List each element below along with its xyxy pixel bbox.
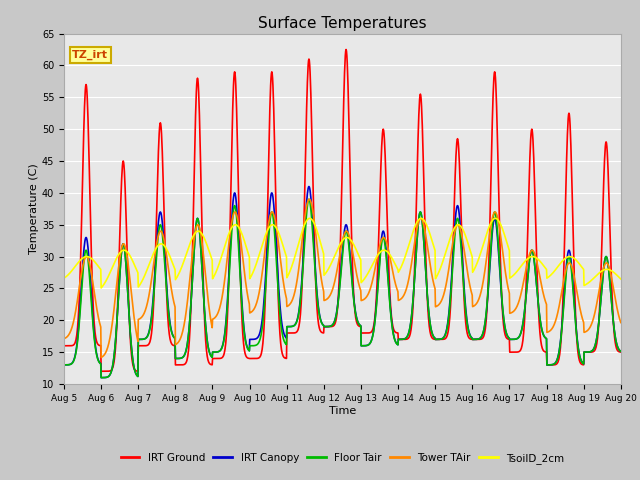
- TsoilD_2cm: [617, 276, 625, 282]
- Floor Tair: [552, 360, 559, 366]
- Floor Tair: [60, 362, 68, 368]
- IRT Ground: [184, 350, 192, 356]
- Tower TAir: [246, 310, 254, 315]
- Text: TZ_irt: TZ_irt: [72, 50, 108, 60]
- Floor Tair: [305, 196, 313, 202]
- Line: IRT Ground: IRT Ground: [64, 49, 621, 371]
- TsoilD_2cm: [502, 238, 510, 243]
- TsoilD_2cm: [60, 276, 68, 281]
- IRT Canopy: [60, 362, 68, 368]
- Legend: IRT Ground, IRT Canopy, Floor Tair, Tower TAir, TsoilD_2cm: IRT Ground, IRT Canopy, Floor Tair, Towe…: [116, 449, 568, 468]
- IRT Canopy: [246, 336, 254, 342]
- IRT Canopy: [171, 335, 179, 341]
- IRT Ground: [429, 336, 437, 342]
- Y-axis label: Temperature (C): Temperature (C): [29, 163, 39, 254]
- IRT Ground: [171, 343, 179, 348]
- Line: Floor Tair: Floor Tair: [64, 199, 621, 378]
- Title: Surface Temperatures: Surface Temperatures: [258, 16, 427, 31]
- Floor Tair: [502, 330, 510, 336]
- IRT Ground: [552, 362, 559, 368]
- Floor Tair: [184, 335, 192, 340]
- Tower TAir: [97, 355, 105, 360]
- IRT Canopy: [97, 375, 105, 381]
- TsoilD_2cm: [417, 216, 425, 221]
- IRT Canopy: [552, 360, 559, 366]
- Tower TAir: [502, 275, 510, 281]
- Floor Tair: [97, 375, 105, 381]
- IRT Canopy: [617, 348, 625, 354]
- Tower TAir: [305, 196, 313, 202]
- IRT Canopy: [184, 335, 192, 340]
- Tower TAir: [617, 320, 625, 325]
- Line: Tower TAir: Tower TAir: [64, 199, 621, 358]
- TsoilD_2cm: [429, 243, 437, 249]
- Tower TAir: [171, 303, 179, 309]
- IRT Ground: [60, 343, 68, 348]
- Floor Tair: [617, 348, 625, 354]
- TsoilD_2cm: [552, 267, 559, 273]
- IRT Canopy: [305, 184, 313, 190]
- X-axis label: Time: Time: [329, 406, 356, 416]
- TsoilD_2cm: [184, 246, 192, 252]
- IRT Canopy: [429, 334, 437, 339]
- Floor Tair: [429, 334, 437, 339]
- IRT Canopy: [502, 330, 510, 336]
- TsoilD_2cm: [97, 285, 105, 291]
- Tower TAir: [429, 280, 437, 286]
- Tower TAir: [552, 318, 559, 324]
- TsoilD_2cm: [246, 275, 254, 280]
- IRT Ground: [246, 356, 254, 361]
- Line: TsoilD_2cm: TsoilD_2cm: [64, 218, 621, 288]
- IRT Ground: [342, 47, 350, 52]
- Floor Tair: [246, 343, 254, 348]
- Line: IRT Canopy: IRT Canopy: [64, 187, 621, 378]
- IRT Ground: [617, 349, 625, 355]
- Floor Tair: [171, 335, 179, 341]
- IRT Ground: [502, 335, 510, 340]
- Tower TAir: [184, 292, 192, 298]
- Tower TAir: [60, 336, 68, 341]
- IRT Ground: [97, 368, 105, 374]
- TsoilD_2cm: [171, 266, 179, 272]
